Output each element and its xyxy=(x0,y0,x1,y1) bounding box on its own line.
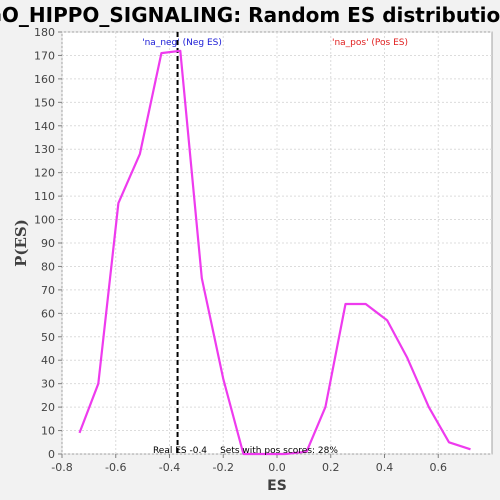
series-layer xyxy=(78,49,471,456)
x-tick-label: 0.2 xyxy=(322,461,340,474)
chart-title: GO_HIPPO_SIGNALING: Random ES distributi… xyxy=(0,3,500,27)
y-tick-label: 100 xyxy=(34,214,55,227)
y-tick-label: 40 xyxy=(41,354,55,367)
y-tick-label: 110 xyxy=(34,190,55,203)
x-axis-label: ES xyxy=(267,478,287,494)
y-tick-label: 70 xyxy=(41,284,55,297)
axis-ticks: 0 10 20 30 40 50 60 70 80 90 100 110 120 130 140 150 160… xyxy=(34,26,447,474)
plot-area xyxy=(61,31,493,455)
real-es-label: Real ES -0.4 xyxy=(153,446,207,456)
y-tick-label: 160 xyxy=(34,73,55,86)
y-tick-label: 90 xyxy=(41,237,55,250)
y-tick-label: 120 xyxy=(34,167,55,180)
x-tick-label: -0.6 xyxy=(105,461,126,474)
sets-pos-scores-label: Sets with pos scores: 28% xyxy=(220,446,338,456)
y-tick-label: 60 xyxy=(41,307,55,320)
x-tick-label: 0.0 xyxy=(268,461,286,474)
y-tick-label: 20 xyxy=(41,401,55,414)
y-tick-label: 140 xyxy=(34,120,55,133)
y-tick-label: 130 xyxy=(34,143,55,156)
y-tick-label: 180 xyxy=(34,26,55,39)
y-tick-label: 30 xyxy=(41,378,55,391)
y-tick-label: 0 xyxy=(48,448,55,461)
y-axis-label: P(ES) xyxy=(12,219,30,267)
y-tick-label: 170 xyxy=(34,49,55,62)
y-tick-label: 50 xyxy=(41,331,55,344)
x-tick-label: 0.6 xyxy=(430,461,448,474)
neg-es-label: 'na_neg' (Neg ES) xyxy=(142,38,222,48)
y-tick-label: 150 xyxy=(34,96,55,109)
pos-es-label: 'na_pos' (Pos ES) xyxy=(332,38,408,48)
x-tick-label: -0.2 xyxy=(213,461,234,474)
x-tick-label: 0.4 xyxy=(376,461,394,474)
x-tick-label: -0.4 xyxy=(159,461,180,474)
x-tick-label: -0.8 xyxy=(51,461,72,474)
y-tick-label: 10 xyxy=(41,425,55,438)
es-distribution-line xyxy=(78,49,471,456)
y-tick-label: 80 xyxy=(41,260,55,273)
